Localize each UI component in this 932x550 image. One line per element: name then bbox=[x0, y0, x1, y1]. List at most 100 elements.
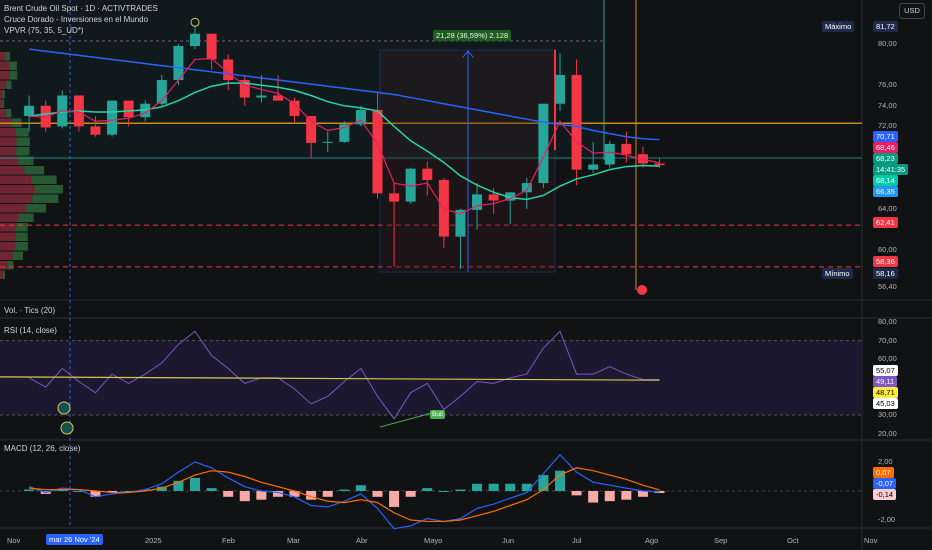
price-tick: 74,00 bbox=[878, 100, 897, 110]
macd-histogram-bar bbox=[554, 470, 565, 491]
candle-body bbox=[554, 74, 565, 104]
rsi-tag: 55,07 bbox=[873, 365, 898, 376]
macd-tick: 2,00 bbox=[878, 457, 893, 466]
rsi-tag: 45,03 bbox=[873, 398, 898, 409]
crosshair-date-label: mar 26 Nov '24 bbox=[46, 534, 103, 545]
fast-ma-line bbox=[29, 57, 660, 215]
macd-histogram-bar bbox=[173, 480, 184, 491]
candle-body bbox=[90, 126, 101, 135]
macd-tag: 0,07 bbox=[873, 467, 894, 478]
macd-histogram-bar bbox=[289, 491, 300, 497]
indicator-vpvr[interactable]: VPVR (75, 35, 5_UD*) bbox=[4, 26, 84, 35]
macd-tag: -0,14 bbox=[873, 489, 897, 500]
rsi-tag: 49,11 bbox=[873, 376, 898, 387]
vpvr-bar-up bbox=[16, 147, 30, 156]
candle-body bbox=[588, 164, 599, 170]
indicator-golden-cross[interactable]: Cruce Dorado - Inversiones en el Mundo bbox=[4, 15, 149, 24]
vpvr-bar-down bbox=[0, 128, 16, 137]
candle-body bbox=[156, 80, 167, 104]
vpvr-bar-down bbox=[0, 242, 16, 251]
time-label-sep: Sep bbox=[714, 536, 728, 545]
vpvr-bar-up bbox=[2, 90, 5, 99]
vpvr-bar-up bbox=[6, 109, 12, 118]
peak-marker bbox=[190, 17, 200, 27]
teal-zone bbox=[0, 0, 604, 160]
slow-ma-line bbox=[29, 48, 660, 141]
candle-body bbox=[206, 33, 217, 60]
time-label-nov: Nov bbox=[7, 536, 21, 545]
symbol-title[interactable]: Brent Crude Oil Spot · 1D · ACTIVTRADES bbox=[4, 4, 158, 13]
macd-histogram-bar bbox=[405, 491, 416, 497]
vpvr-bar-down bbox=[0, 109, 7, 118]
max-value-tag: 81,72 bbox=[873, 21, 898, 32]
macd-histogram-bar bbox=[339, 489, 350, 491]
time-label-abr: Abr bbox=[356, 536, 368, 545]
candle-body bbox=[488, 194, 499, 201]
candle-body bbox=[355, 109, 366, 125]
time-label-jul: Jul bbox=[572, 536, 582, 545]
vpvr-bar-up bbox=[18, 213, 34, 222]
rsi-ma-line bbox=[0, 376, 660, 381]
macd-histogram-bar bbox=[588, 491, 599, 503]
price-tag: 62,41 bbox=[873, 217, 898, 228]
vpvr-bar-down bbox=[0, 137, 17, 146]
time-label-jun: Jun bbox=[502, 536, 515, 545]
price-tag: 68,23 bbox=[873, 153, 898, 164]
candle-body bbox=[173, 46, 184, 81]
price-pane bbox=[0, 0, 862, 300]
vpvr-bar-up bbox=[7, 261, 14, 270]
candle-body bbox=[272, 95, 283, 101]
price-tick: 80,00 bbox=[878, 39, 897, 48]
volume-pane-title[interactable]: Vol. · Tics (20) bbox=[4, 306, 56, 315]
macd-histogram-bar bbox=[156, 486, 167, 491]
measure-label: 21,28 (36,59%) 2.128 bbox=[433, 30, 512, 41]
macd-histogram-bar bbox=[389, 491, 400, 507]
max-label: Máximo bbox=[822, 21, 855, 32]
measure-arrowhead bbox=[462, 50, 474, 58]
vpvr-bar-up bbox=[31, 175, 57, 184]
macd-histogram-bar bbox=[372, 491, 383, 497]
price-tag: 68,46 bbox=[873, 142, 898, 153]
vpvr-bar-up bbox=[34, 185, 63, 194]
price-tick: 76,00 bbox=[878, 80, 897, 90]
time-label-mayo: Mayo bbox=[424, 536, 443, 545]
price-tag: 70,71 bbox=[873, 131, 898, 142]
macd-histogram-bar bbox=[505, 483, 516, 491]
macd-histogram-bar bbox=[538, 475, 549, 491]
vpvr-bar-down bbox=[0, 61, 10, 70]
vpvr-bar-up bbox=[16, 137, 30, 146]
price-tick: 72,00 bbox=[878, 121, 897, 131]
vpvr-bar-down bbox=[0, 175, 32, 184]
macd-histogram-bar bbox=[90, 491, 101, 497]
macd-histogram-bar bbox=[488, 483, 499, 491]
vpvr-bar-down bbox=[0, 194, 33, 203]
macd-histogram-bar bbox=[306, 491, 317, 500]
macd-histogram-bar bbox=[637, 491, 648, 497]
rsi-tick: 60,00 bbox=[878, 354, 897, 364]
macd-histogram-bar bbox=[24, 489, 35, 491]
candle-body bbox=[339, 124, 350, 142]
vpvr-bar-up bbox=[15, 128, 29, 137]
macd-histogram-bar bbox=[422, 488, 433, 491]
currency-button[interactable]: USD bbox=[899, 3, 925, 19]
rsi-tick: 70,00 bbox=[878, 335, 897, 345]
signal-circle bbox=[57, 401, 71, 415]
vpvr-bar-up bbox=[15, 232, 28, 241]
vpvr-bar-up bbox=[5, 52, 11, 61]
candle-body bbox=[256, 95, 267, 98]
candle-body bbox=[389, 193, 400, 202]
vpvr-bar-down bbox=[0, 185, 35, 194]
bull-divergence-label: Bull bbox=[430, 410, 445, 419]
candle-body bbox=[123, 100, 134, 118]
macd-pane-title[interactable]: MACD (12, 26, close) bbox=[4, 444, 81, 453]
candle-body bbox=[571, 74, 582, 170]
vpvr-bar-down bbox=[0, 213, 19, 222]
macd-histogram-bar bbox=[355, 485, 366, 491]
price-tick: 64,00 bbox=[878, 203, 897, 213]
rsi-pane-title[interactable]: RSI (14, close) bbox=[4, 326, 57, 335]
rsi-line bbox=[28, 330, 660, 420]
macd-histogram-bar bbox=[239, 491, 250, 502]
vpvr-bar-down bbox=[0, 147, 17, 156]
macd-histogram-bar bbox=[438, 491, 449, 492]
